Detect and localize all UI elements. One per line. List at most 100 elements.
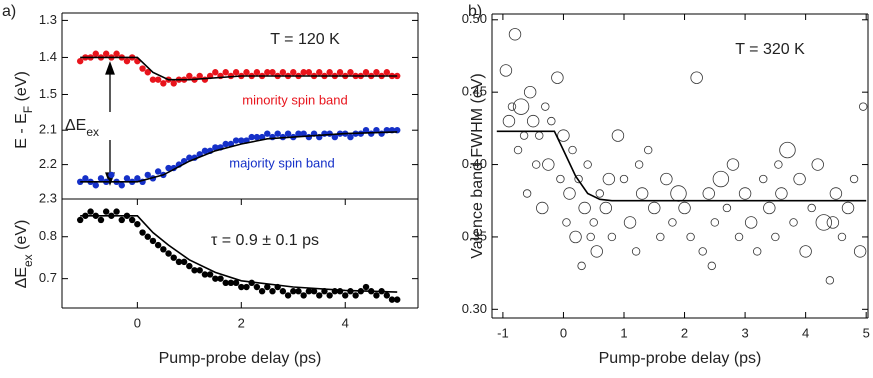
data-point xyxy=(97,175,105,182)
bubble xyxy=(568,145,577,155)
bubble xyxy=(563,187,576,200)
bubble xyxy=(522,189,532,198)
bubble xyxy=(815,214,833,231)
bubble xyxy=(634,160,644,169)
data-point xyxy=(284,130,292,137)
y-tick-label: 1.5 xyxy=(39,86,57,101)
data-point xyxy=(154,76,162,83)
x-axis-label: Pump-probe delay (ps) xyxy=(159,350,322,367)
data-point xyxy=(326,292,333,299)
data-point xyxy=(97,216,105,224)
x-tick-label: 5 xyxy=(863,325,870,340)
data-point xyxy=(113,50,120,57)
delta-arrow xyxy=(105,61,115,186)
bubble xyxy=(759,174,768,184)
plot-area xyxy=(496,28,868,285)
bubble xyxy=(602,172,616,186)
y-tick-label: 0.30 xyxy=(462,301,487,316)
data-point xyxy=(305,288,313,295)
data-point xyxy=(149,76,157,83)
bubble xyxy=(660,172,673,186)
data-point xyxy=(76,178,84,185)
data-point xyxy=(201,147,209,155)
data-point xyxy=(352,292,359,299)
y-axis-label: ΔEex (eV) xyxy=(13,220,35,289)
series-label: majority spin band xyxy=(229,155,335,170)
data-point xyxy=(201,271,209,278)
bubble xyxy=(557,129,570,142)
data-point xyxy=(222,140,229,148)
y-axis-label-part: ΔE xyxy=(13,267,30,288)
fit-line xyxy=(496,130,867,202)
bubble xyxy=(752,247,762,256)
data-point xyxy=(92,50,99,57)
bubble xyxy=(578,201,591,215)
bubble xyxy=(547,116,556,126)
data-point xyxy=(196,267,203,274)
bubble xyxy=(825,276,835,285)
bubble xyxy=(512,98,530,115)
data-point xyxy=(76,57,84,65)
data-point xyxy=(300,69,307,76)
bubble xyxy=(556,174,565,184)
bubble xyxy=(589,218,598,227)
annotation-part: ΔE xyxy=(65,117,86,134)
data-point xyxy=(170,80,177,87)
bubble xyxy=(698,247,707,256)
data-point xyxy=(102,50,110,57)
data-point xyxy=(347,133,354,141)
bubble xyxy=(789,218,798,227)
y-tick-label: 0.7 xyxy=(39,270,57,285)
data-point xyxy=(316,292,323,299)
y-axis-label-part: E - E xyxy=(13,113,30,149)
bubble xyxy=(531,160,541,169)
data-point xyxy=(175,258,183,266)
bubble xyxy=(502,114,516,128)
data-point xyxy=(342,292,349,299)
data-point xyxy=(362,283,370,291)
y-axis-label: E - EF (eV) xyxy=(13,71,35,149)
bubble xyxy=(774,160,783,169)
bubble xyxy=(837,232,847,242)
annotation-part: ex xyxy=(86,125,99,139)
bubble xyxy=(631,247,641,256)
data-point xyxy=(201,76,209,83)
panel-label: a) xyxy=(2,3,16,20)
bubble xyxy=(738,187,752,200)
fit-line xyxy=(80,56,398,81)
data-point xyxy=(253,283,261,291)
data-point xyxy=(139,229,146,236)
data-point xyxy=(222,69,229,76)
bubble xyxy=(841,201,855,215)
data-point xyxy=(279,69,287,76)
bubble xyxy=(635,187,649,200)
bubble xyxy=(507,102,517,111)
data-point xyxy=(264,69,271,76)
data-point xyxy=(269,288,276,295)
data-point xyxy=(269,69,276,76)
data-point xyxy=(258,133,266,141)
plot-area xyxy=(76,127,401,189)
bubble xyxy=(535,131,544,140)
data-point xyxy=(76,216,84,224)
data-point xyxy=(232,137,240,144)
data-point xyxy=(274,130,281,137)
x-tick-label: 4 xyxy=(802,325,809,340)
bubble xyxy=(607,232,617,242)
y-axis-label: Valence band FWHM (eV) xyxy=(469,73,486,259)
data-point xyxy=(232,69,240,76)
x-tick-label: 0 xyxy=(134,315,141,330)
data-point xyxy=(232,279,240,287)
data-point xyxy=(154,241,162,249)
y-axis-label-part: (eV) xyxy=(13,71,30,106)
data-point xyxy=(336,69,344,76)
bubble xyxy=(771,232,780,242)
data-point xyxy=(165,164,172,172)
bubble xyxy=(541,102,550,111)
data-point xyxy=(264,130,271,137)
annotation: T = 320 K xyxy=(735,41,805,58)
data-point xyxy=(248,133,255,141)
bubble xyxy=(595,189,604,198)
data-point xyxy=(222,279,229,287)
